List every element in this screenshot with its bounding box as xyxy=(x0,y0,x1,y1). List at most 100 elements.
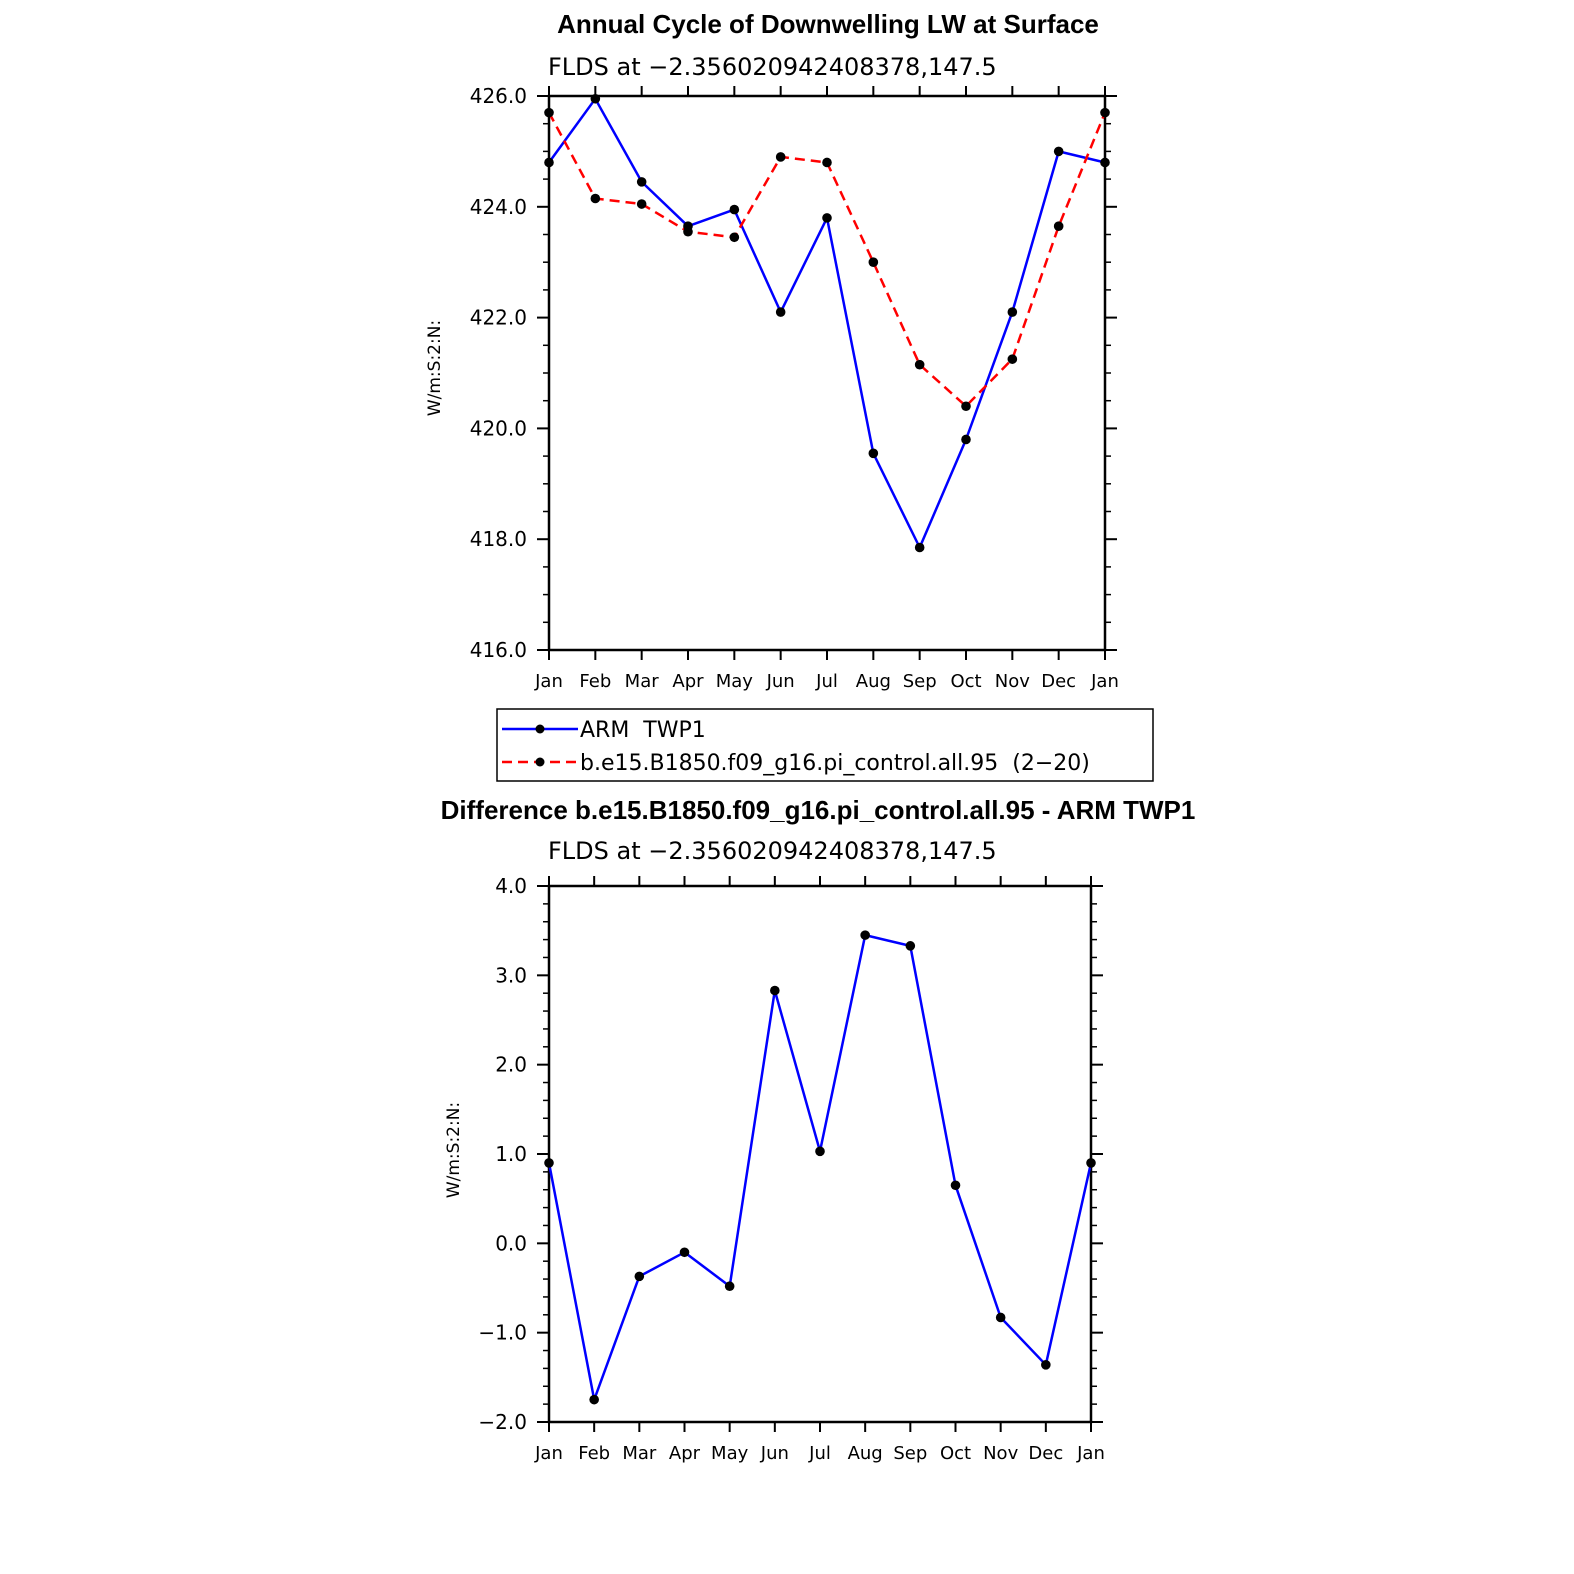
bottom-series-0-point xyxy=(589,1394,599,1405)
top-series-1-point xyxy=(775,152,786,162)
top-x-tick-label: Jul xyxy=(815,671,838,692)
bottom-series-0-point xyxy=(679,1247,690,1258)
top-y-tick-label: 418.0 xyxy=(470,527,527,551)
bottom-series-0-point xyxy=(995,1312,1006,1323)
bottom-chart-ylabel: W/m:S:2:N: xyxy=(444,1102,464,1198)
bottom-x-tick-label: Feb xyxy=(578,1443,610,1464)
top-series-0-point xyxy=(544,157,554,168)
bottom-axes xyxy=(537,876,1103,1432)
bottom-x-tick-label: Aug xyxy=(848,1443,883,1464)
top-x-tick-labels: Jan Feb Mar Apr May Jun Jul Aug Sep Oct Nov Dec Jan xyxy=(534,671,1119,692)
top-x-tick-label: Sep xyxy=(903,671,937,692)
top-series-0-point xyxy=(1053,146,1064,157)
top-y-tick-label: 416.0 xyxy=(470,638,527,662)
top-x-tick-label: Dec xyxy=(1041,671,1076,692)
legend-label-model: b.e15.B1850.f09_g16.pi_control.all.95 (2… xyxy=(580,751,1090,776)
legend: ARM TWP1 b.e15.B1850.f09_g16.pi_control.… xyxy=(496,708,1154,782)
top-series-1-point xyxy=(961,401,971,412)
bottom-y-tick-label: 3.0 xyxy=(495,963,527,987)
top-series-1-point xyxy=(1053,221,1064,231)
top-x-tick-label: Jan xyxy=(1090,671,1119,692)
bottom-y-tick-label: 4.0 xyxy=(495,874,527,898)
top-y-tick-labels: 416.0 418.0 420.0 422.0 424.0 426.0 xyxy=(470,84,527,662)
bottom-series-line-0 xyxy=(547,933,1093,1401)
top-series-0-point xyxy=(868,448,879,459)
top-y-tick-label: 424.0 xyxy=(470,195,527,219)
bottom-y-tick-label: −2.0 xyxy=(478,1410,527,1434)
top-series-1-point xyxy=(1007,354,1018,364)
top-series-1-point xyxy=(590,193,601,204)
bottom-series-0-point xyxy=(544,1158,554,1168)
top-series-0-point xyxy=(775,307,786,317)
top-series-0-point xyxy=(1007,307,1018,317)
bottom-x-tick-label: Jan xyxy=(534,1443,563,1464)
bottom-series-0-point xyxy=(815,1146,825,1157)
top-y-tick-label: 422.0 xyxy=(470,306,527,330)
top-x-tick-label: Oct xyxy=(950,671,981,692)
bottom-series-0-point xyxy=(950,1180,961,1191)
top-series-1-point xyxy=(636,199,647,209)
bottom-y-tick-label: −1.0 xyxy=(478,1321,527,1345)
top-y-tick-label: 420.0 xyxy=(470,416,527,440)
bottom-x-tick-label: Mar xyxy=(622,1443,657,1464)
top-series-1-point xyxy=(544,107,554,118)
top-x-tick-label: Mar xyxy=(625,671,660,692)
top-x-tick-label: Feb xyxy=(579,671,611,692)
top-y-tick-label: 426.0 xyxy=(470,84,527,108)
bottom-y-tick-label: 0.0 xyxy=(495,1231,527,1255)
bottom-y-tick-label: 1.0 xyxy=(495,1142,527,1166)
top-series-0-point xyxy=(822,213,832,223)
top-series-0-point xyxy=(914,542,925,553)
bottom-x-tick-label: Oct xyxy=(940,1443,971,1464)
legend-box xyxy=(496,708,1154,782)
top-x-tick-label: Apr xyxy=(672,671,704,692)
top-chart-subtitle: FLDS at −2.356020942408378,147.5 xyxy=(548,53,997,81)
bottom-x-tick-label: Jan xyxy=(1076,1443,1105,1464)
top-plot-frame xyxy=(547,94,1107,652)
top-chart-title: Annual Cycle of Downwelling LW at Surfac… xyxy=(557,9,1099,39)
bottom-series-layer xyxy=(544,930,1096,1405)
bottom-series-0-point xyxy=(634,1271,645,1282)
bottom-chart-title: Difference b.e15.B1850.f09_g16.pi_contro… xyxy=(441,795,1196,825)
bottom-x-tick-label: Sep xyxy=(893,1443,927,1464)
top-series-1-point xyxy=(914,359,925,370)
bottom-x-tick-label: Dec xyxy=(1028,1443,1063,1464)
top-x-tick-label: Jun xyxy=(766,671,795,692)
top-series-1-point xyxy=(868,257,879,268)
top-series-0-point xyxy=(636,177,647,187)
top-chart-ylabel: W/m:S:2:N: xyxy=(425,320,445,416)
legend-label-arm: ARM TWP1 xyxy=(580,718,706,743)
bottom-x-tick-label: Nov xyxy=(983,1443,1018,1464)
bottom-series-0-point xyxy=(1041,1360,1051,1370)
bottom-x-tick-labels: Jan Feb Mar Apr May Jun Jul Aug Sep Oct Nov Dec Jan xyxy=(534,1443,1105,1464)
top-series-0-point xyxy=(590,93,601,104)
top-x-tick-label: May xyxy=(716,671,754,692)
top-series-0-point xyxy=(729,204,740,215)
top-x-tick-label: Jan xyxy=(534,671,563,692)
top-series-line-1 xyxy=(547,112,1107,408)
bottom-x-tick-label: Apr xyxy=(669,1443,701,1464)
bottom-x-tick-label: Jun xyxy=(760,1443,789,1464)
top-series-0-point xyxy=(961,434,971,445)
bottom-series-0-point xyxy=(770,985,780,996)
top-series-layer xyxy=(544,93,1110,553)
legend-marker-model xyxy=(535,757,545,767)
bottom-chart: Difference b.e15.B1850.f09_g16.pi_contro… xyxy=(441,795,1196,1464)
top-chart: Annual Cycle of Downwelling LW at Surfac… xyxy=(425,9,1119,692)
bottom-y-tick-label: 2.0 xyxy=(495,1053,527,1077)
bottom-series-0-point xyxy=(905,941,916,951)
top-x-tick-label: Nov xyxy=(995,671,1030,692)
bottom-y-tick-labels: −2.0 −1.0 0.0 1.0 2.0 3.0 4.0 xyxy=(478,874,527,1434)
top-series-1-point xyxy=(822,157,832,168)
top-series-1-point xyxy=(729,232,740,243)
bottom-series-0-point xyxy=(860,930,870,940)
top-series-0-point xyxy=(1100,157,1110,168)
top-x-tick-label: Aug xyxy=(856,671,891,692)
bottom-x-tick-label: Jul xyxy=(808,1443,831,1464)
bottom-chart-subtitle: FLDS at −2.356020942408378,147.5 xyxy=(548,837,997,865)
legend-marker-arm xyxy=(535,724,545,734)
top-series-1-point xyxy=(683,226,693,237)
top-axes xyxy=(537,86,1117,660)
bottom-series-0-point xyxy=(724,1281,735,1292)
